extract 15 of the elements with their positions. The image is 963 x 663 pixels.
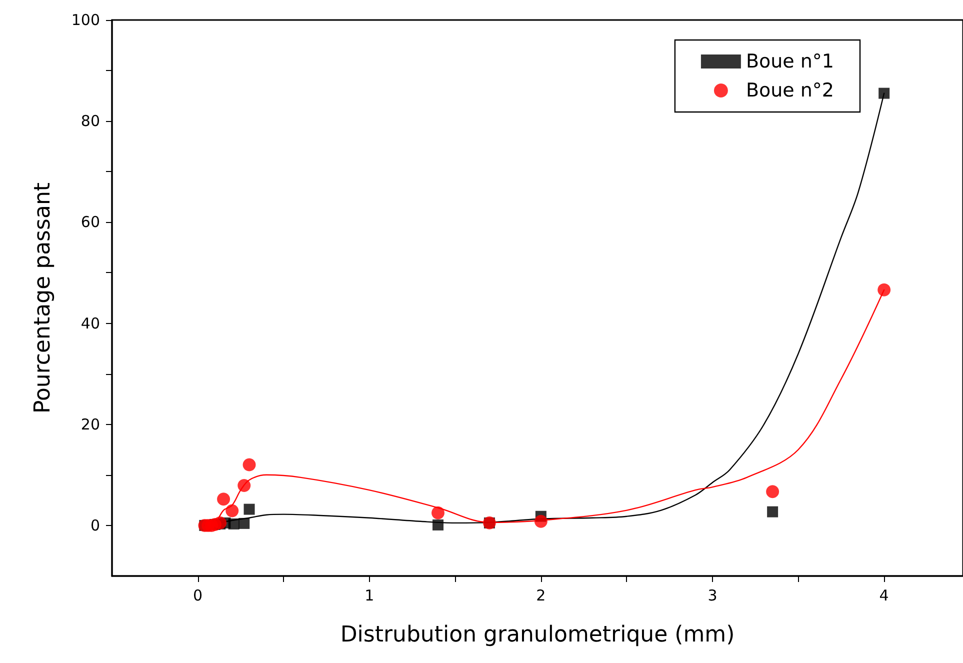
x-axis-title: Distrubution granulometrique (mm) <box>340 622 735 648</box>
y-tick-label: 20 <box>80 415 100 434</box>
y-tick-label: 40 <box>80 314 100 332</box>
x-tick-label: 4 <box>879 586 889 604</box>
y-tick-label: 60 <box>80 213 100 232</box>
x-tick-label: 2 <box>536 586 546 604</box>
x-tick-label: 0 <box>193 586 203 604</box>
legend-label: Boue n°2 <box>746 80 834 102</box>
legend-label: Boue n°1 <box>746 50 834 72</box>
x-tick-label: 3 <box>708 586 718 604</box>
y-axis-title: Pourcentage passant <box>30 182 56 414</box>
x-tick-label: 1 <box>364 586 374 604</box>
y-tick-label: 80 <box>80 112 100 130</box>
y-tick-label: 0 <box>90 516 100 534</box>
y-tick-label: 100 <box>71 11 100 29</box>
